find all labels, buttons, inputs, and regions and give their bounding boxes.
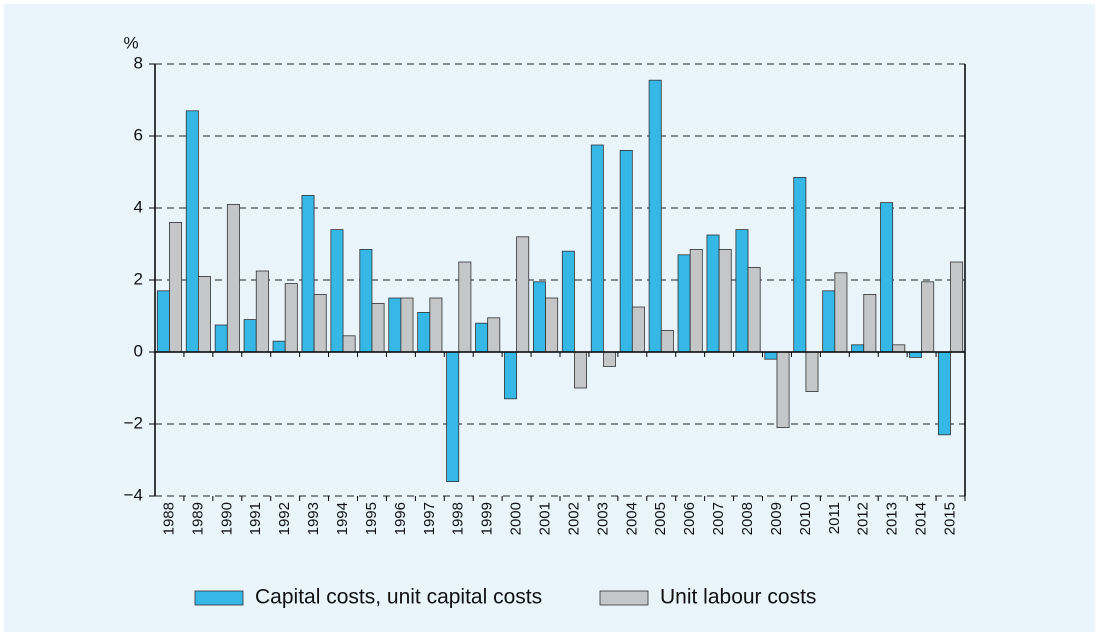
x-tick-label: 2005 bbox=[652, 502, 669, 535]
x-tick-label: 1990 bbox=[218, 502, 235, 535]
bar bbox=[921, 281, 935, 353]
x-tick-label: 1989 bbox=[189, 502, 206, 535]
x-tick-label: 1991 bbox=[247, 502, 264, 535]
bar bbox=[226, 203, 240, 353]
bar bbox=[677, 254, 691, 353]
bar bbox=[834, 272, 848, 353]
legend-swatch bbox=[194, 590, 244, 606]
bar bbox=[805, 351, 819, 392]
x-tick-label: 1988 bbox=[160, 502, 177, 535]
bar bbox=[487, 317, 501, 353]
bar bbox=[735, 229, 749, 353]
bar bbox=[561, 250, 575, 353]
bar bbox=[243, 319, 257, 353]
bar bbox=[371, 302, 385, 353]
x-tick-label: 1992 bbox=[276, 502, 293, 535]
x-tick-label: 1995 bbox=[363, 502, 380, 535]
bar bbox=[545, 297, 559, 353]
bar bbox=[156, 290, 170, 353]
bar bbox=[516, 236, 530, 353]
legend-label: Capital costs, unit capital costs bbox=[255, 586, 542, 609]
x-tick-label: 1999 bbox=[479, 502, 496, 535]
x-tick-label: 2008 bbox=[739, 502, 756, 535]
x-tick-label: 2011 bbox=[826, 502, 843, 534]
x-tick-label: 2012 bbox=[855, 502, 872, 535]
bar bbox=[197, 275, 211, 353]
bar bbox=[388, 297, 402, 353]
bar bbox=[706, 234, 720, 353]
bar bbox=[648, 79, 662, 353]
y-tick-label: 4 bbox=[134, 197, 143, 216]
bar bbox=[660, 329, 674, 353]
bar bbox=[764, 351, 778, 360]
bar bbox=[590, 144, 604, 353]
bar bbox=[169, 221, 183, 353]
bar bbox=[950, 261, 964, 353]
x-tick-label: 1998 bbox=[450, 502, 467, 535]
bar bbox=[504, 351, 518, 400]
y-tick-label: 8 bbox=[134, 53, 143, 72]
x-tick-label: 1997 bbox=[421, 502, 438, 535]
x-tick-label: 2002 bbox=[565, 502, 582, 535]
x-tick-label: 2003 bbox=[594, 502, 611, 535]
x-tick-label: 2000 bbox=[508, 502, 525, 535]
bar bbox=[313, 293, 327, 353]
x-tick-label: 1994 bbox=[334, 502, 351, 535]
bar bbox=[429, 297, 443, 353]
y-tick-label: 2 bbox=[134, 269, 143, 288]
bar bbox=[342, 335, 356, 353]
x-tick-label: 2004 bbox=[623, 502, 640, 535]
bar bbox=[458, 261, 472, 353]
bar bbox=[330, 229, 344, 353]
bar bbox=[446, 351, 460, 483]
legend-label: Unit labour costs bbox=[660, 586, 816, 609]
bar bbox=[892, 344, 906, 353]
x-tick-label: 2015 bbox=[942, 502, 959, 535]
bar bbox=[301, 194, 315, 353]
bar bbox=[880, 202, 894, 353]
bar bbox=[631, 306, 645, 353]
bar bbox=[909, 351, 923, 358]
bar bbox=[400, 297, 414, 353]
x-tick-label: 1996 bbox=[392, 502, 409, 535]
y-tick-label: −2 bbox=[124, 413, 143, 432]
y-tick-label: 6 bbox=[134, 125, 143, 144]
bar bbox=[214, 324, 228, 353]
bar bbox=[747, 266, 761, 353]
bar bbox=[851, 344, 865, 353]
x-tick-label: 2001 bbox=[537, 502, 554, 535]
x-tick-label: 1993 bbox=[305, 502, 322, 535]
bar bbox=[602, 351, 616, 367]
bar bbox=[574, 351, 588, 389]
bar bbox=[619, 149, 633, 353]
x-tick-label: 2009 bbox=[768, 502, 785, 535]
bar bbox=[284, 283, 298, 353]
x-tick-label: 2013 bbox=[884, 502, 901, 535]
legend-swatch bbox=[599, 590, 649, 606]
bar bbox=[532, 281, 546, 353]
bar bbox=[475, 322, 489, 353]
bar bbox=[793, 176, 807, 353]
bar bbox=[718, 248, 732, 353]
x-tick-label: 2014 bbox=[913, 502, 930, 535]
x-tick-label: 2010 bbox=[797, 502, 814, 535]
bar bbox=[776, 351, 790, 428]
bar bbox=[822, 290, 836, 353]
bar bbox=[255, 270, 269, 353]
y-tick-label: −4 bbox=[124, 485, 143, 504]
bar bbox=[863, 293, 877, 353]
y-tick-label: 0 bbox=[134, 341, 143, 360]
bar bbox=[185, 110, 199, 353]
x-tick-label: 2007 bbox=[710, 502, 727, 535]
bar bbox=[272, 340, 286, 353]
bar bbox=[937, 351, 951, 436]
x-tick-label: 2006 bbox=[681, 502, 698, 535]
y-axis-label: % bbox=[123, 33, 138, 52]
bar bbox=[359, 248, 373, 353]
bar bbox=[689, 248, 703, 353]
bar bbox=[417, 311, 431, 353]
